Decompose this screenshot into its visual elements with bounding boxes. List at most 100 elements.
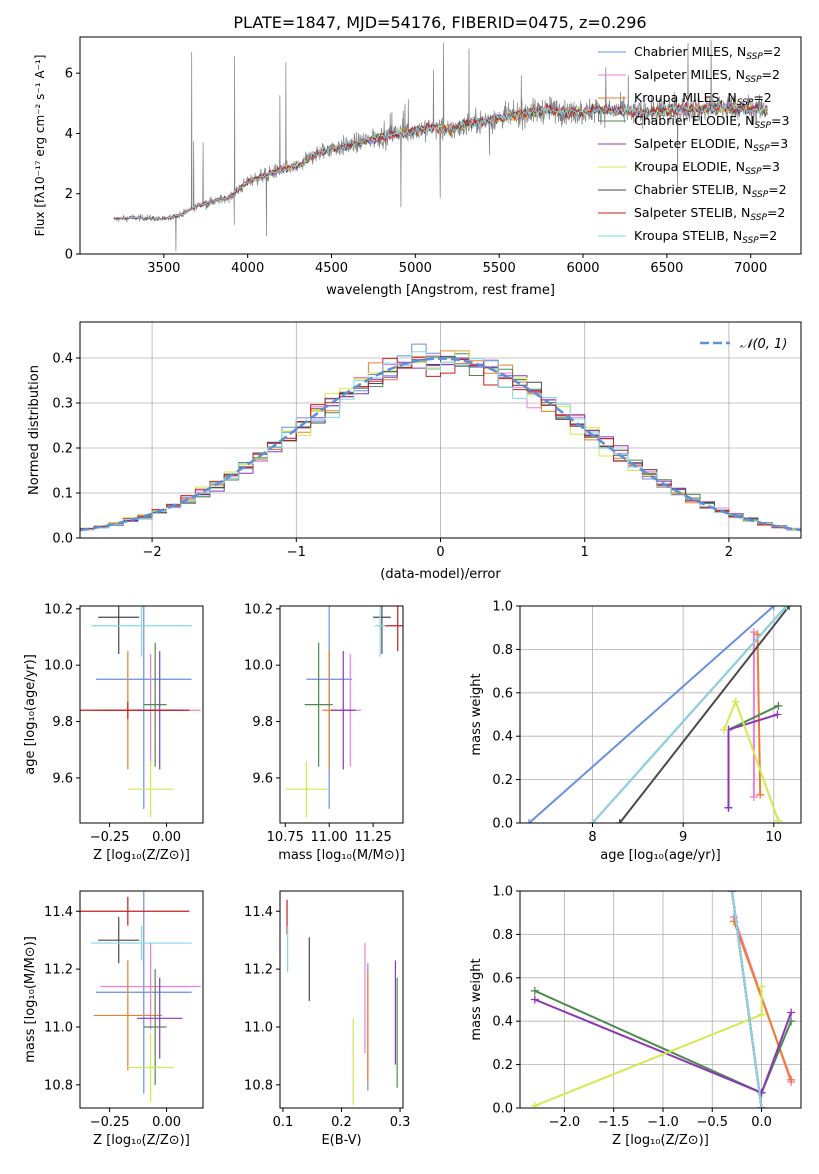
mass-weight-vs-Z-marker	[530, 1101, 539, 1108]
mass-weight-vs-Z-ytick-label: 0.6	[492, 971, 513, 986]
spectrum-xtick-label: 4500	[315, 261, 348, 276]
spectrum-model-line	[113, 100, 768, 220]
mass-vs-EBV-xtick-label: 0.1	[273, 1115, 294, 1130]
legend-label: Salpeter ELODIE, NSSP=3	[634, 136, 788, 154]
legend-label: Kroupa STELIB, NSSP=2	[634, 228, 777, 246]
mass-vs-EBV-ytick-label: 10.8	[244, 1078, 273, 1093]
spectrum-ytick-label: 0	[65, 248, 73, 263]
mass-vs-EBV-panel: 0.1 0.2 0.3 10.8 11.0 11.2 11.4 E(B-V)	[244, 890, 411, 1148]
legend-label: Chabrier STELIB, NSSP=2	[634, 182, 787, 200]
age-vs-Z-xlabel: Z [log₁₀(Z/Z⊙)]	[93, 848, 190, 863]
mass-weight-vs-age-marker	[749, 792, 758, 801]
mass-weight-vs-age-marker	[615, 819, 624, 823]
histogram-xtick-label: 2	[725, 545, 733, 560]
spectrum-xtick-label: 6000	[566, 261, 599, 276]
spectrum-ylabel: Flux [fλ10⁻¹⁷ erg cm⁻² s⁻¹ A⁻¹]	[33, 55, 47, 237]
age-vs-mass-points	[285, 606, 403, 818]
mass-weight-vs-age-lines	[525, 606, 794, 823]
spectrum-ytick-label: 2	[65, 187, 73, 202]
mass-weight-vs-age-marker	[756, 790, 765, 799]
histogram-ytick-label: 0.0	[52, 532, 73, 547]
mass-weight-vs-Z-xlabel: Z [log₁₀(Z/Z⊙)]	[612, 1133, 709, 1148]
age-vs-Z-ytick-label: 10.2	[44, 602, 73, 617]
mass-weight-vs-age-marker	[774, 816, 783, 823]
spectrum-ytick-label: 4	[65, 127, 73, 142]
mass-vs-Z-xtick-label: −0.25	[90, 1115, 130, 1130]
mass-weight-vs-age-ytick-label: 0.0	[492, 817, 513, 832]
mass-vs-EBV-ytick-label: 11.2	[244, 963, 273, 978]
age-vs-Z-points	[80, 606, 201, 818]
mass-vs-Z-panel: −0.25 0.00 10.8 11.0 11.2 11.4 Z [log₁₀(Z/Z⊙)]…	[23, 890, 204, 1148]
age-vs-Z-ytick-label: 9.6	[52, 771, 73, 786]
mass-weight-vs-age-ytick-label: 0.6	[492, 686, 513, 701]
mass-weight-vs-age-frame	[519, 605, 802, 824]
mass-weight-vs-age-marker	[525, 819, 534, 823]
mass-vs-EBV-xtick-label: 0.3	[390, 1115, 411, 1130]
mass-weight-vs-Z-xtick-label: −2.0	[549, 1115, 581, 1130]
age-vs-mass-xtick-label: 11.00	[311, 830, 348, 845]
age-vs-mass-ytick-label: 9.8	[252, 715, 273, 730]
mass-weight-vs-age-marker	[773, 710, 782, 719]
spectrum-panel: 3500 4000 4500 5000 5500 6000 6500 7000 0 2 4 6 wave…	[33, 36, 802, 298]
mass-weight-vs-age-marker	[588, 819, 597, 823]
age-vs-mass-xlabel: mass [log₁₀(M/M⊙)]	[278, 848, 405, 863]
mass-vs-EBV-points	[286, 899, 398, 1106]
age-vs-Z-xtick-label: −0.25	[90, 830, 130, 845]
mass-vs-EBV-ytick-label: 11.0	[244, 1020, 273, 1035]
figure-title: PLATE=1847, MJD=54176, FIBERID=0475, z=0…	[233, 13, 646, 32]
mass-vs-EBV-frame	[279, 890, 404, 1109]
age-vs-mass-frame	[279, 605, 404, 824]
mass-weight-vs-age-marker	[731, 697, 740, 706]
spectrum-xtick-label: 7000	[734, 261, 767, 276]
legend-label: Chabrier ELODIE, NSSP=3	[634, 113, 789, 131]
mass-vs-Z-ytick-label: 10.8	[44, 1078, 73, 1093]
legend-label: Kroupa ELODIE, NSSP=3	[634, 159, 780, 177]
mass-weight-vs-age-xtick-label: 9	[679, 830, 687, 845]
mass-weight-vs-Z-panel: −2.0 −1.5 −1.0 −0.5 0.0 0.0 0.2 0.4 0.6 0.8 1.0 Z […	[469, 885, 802, 1148]
mass-weight-vs-Z-xtick-label: −1.0	[647, 1115, 679, 1130]
mass-weight-vs-age-panel: 8 9 10 0.0 0.2 0.4 0.6 0.8 1.0 age [log₁₀(age/yr)…	[469, 600, 802, 863]
mass-weight-vs-Z-marker	[757, 982, 766, 991]
mass-weight-vs-Z-marker	[787, 1075, 796, 1084]
mass-weight-vs-age-marker	[774, 701, 783, 710]
mass-weight-vs-Z-ytick-label: 0.4	[492, 1015, 513, 1030]
histogram-ytick-label: 0.3	[52, 397, 73, 412]
spectrum-xtick-label: 5000	[399, 261, 432, 276]
mass-weight-vs-Z-marker	[787, 1008, 796, 1017]
legend-label: Chabrier MILES, NSSP=2	[634, 44, 781, 62]
mass-weight-vs-Z-marker	[757, 1010, 766, 1019]
age-vs-Z-xtick-label: 0.00	[152, 830, 181, 845]
age-vs-mass-panel: 10.75 11.00 11.25 9.6 9.8 10.0 10.2 mass [log₁₀…	[244, 602, 405, 863]
spectrum-xtick-label: 4000	[231, 261, 264, 276]
histogram-step-8	[80, 351, 801, 532]
mass-weight-vs-Z-xtick-label: −1.5	[598, 1115, 630, 1130]
age-vs-mass-ytick-label: 10.2	[244, 602, 273, 617]
mass-vs-Z-xtick-label: 0.00	[152, 1115, 181, 1130]
mass-weight-vs-age-ytick-label: 0.2	[492, 773, 513, 788]
normal-curve	[80, 357, 801, 532]
mass-weight-vs-age-ytick-label: 1.0	[492, 600, 513, 615]
histogram-xtick-label: 0	[436, 545, 444, 560]
mass-weight-vs-Z-ytick-label: 1.0	[492, 885, 513, 900]
age-vs-mass-ytick-label: 9.6	[252, 771, 273, 786]
spectrum-model-line	[113, 102, 768, 221]
mass-weight-vs-age-ytick-label: 0.4	[492, 730, 513, 745]
spectrum-frame	[79, 36, 802, 255]
mass-weight-vs-age-xtick-label: 8	[588, 830, 596, 845]
age-vs-Z-ylabel: age [log₁₀(age/yr)]	[23, 654, 38, 775]
mass-weight-vs-Z-xtick-label: 0.0	[751, 1115, 772, 1130]
mass-vs-Z-ytick-label: 11.0	[44, 1020, 73, 1035]
mass-weight-vs-age-series-line	[618, 606, 790, 823]
mass-weight-vs-Z-series-line	[731, 891, 763, 1108]
mass-vs-Z-frame	[79, 890, 204, 1109]
age-vs-Z-ytick-label: 9.8	[52, 715, 73, 730]
mass-weight-vs-Z-ylabel: mass weight	[469, 958, 484, 1040]
mass-weight-vs-age-marker	[724, 803, 733, 812]
mass-vs-Z-points	[80, 891, 201, 1103]
histogram-xlabel: (data-model)/error	[380, 567, 501, 582]
mass-vs-Z-ylabel: mass [log₁₀(M/M⊙)]	[23, 936, 38, 1063]
mass-vs-Z-ytick-label: 11.4	[44, 905, 73, 920]
mass-weight-vs-Z-lines	[530, 891, 796, 1108]
